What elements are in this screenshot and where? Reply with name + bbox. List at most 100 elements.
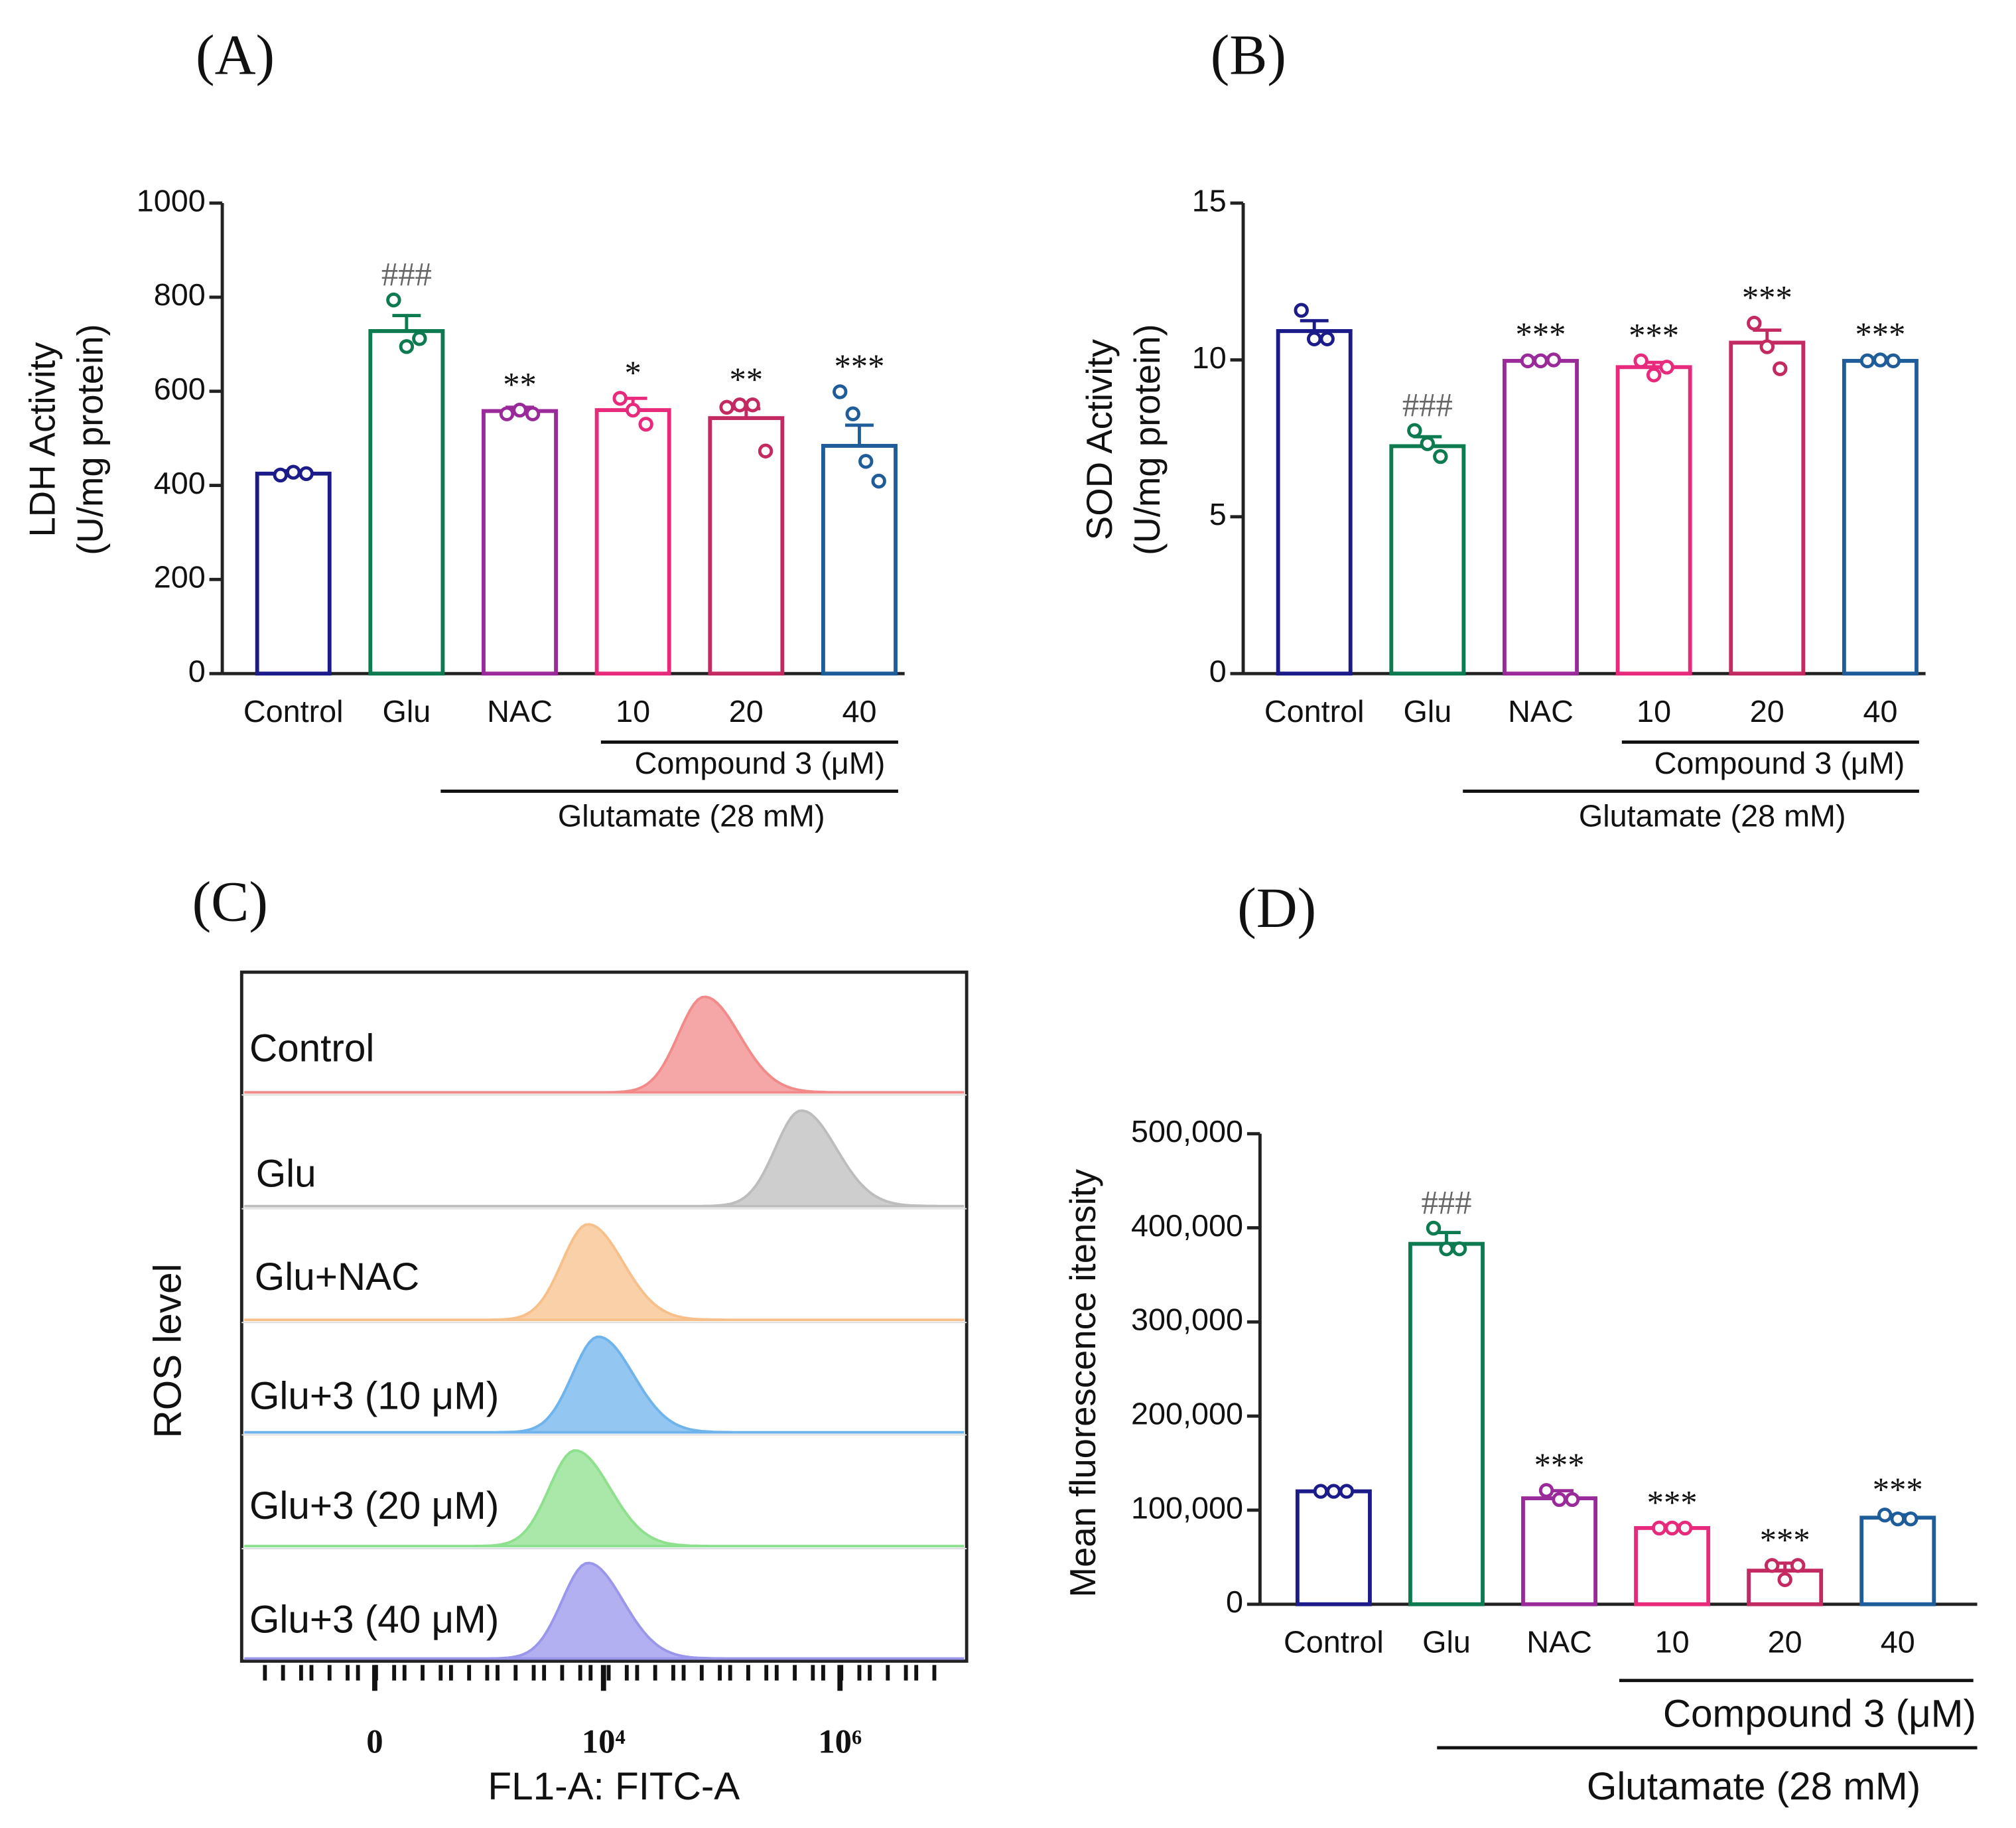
x-tick-label: 20 — [1750, 694, 1784, 729]
data-point — [299, 466, 314, 481]
significance: *** — [1855, 316, 1905, 353]
data-point — [745, 397, 760, 413]
y-tick-label: 0 — [1226, 1584, 1243, 1619]
sample-label: Glu+3 (20 μM) — [249, 1484, 499, 1527]
group-label: Compound 3 (μM) — [1654, 746, 1905, 780]
x-tick-label: 20 — [1768, 1625, 1802, 1659]
y-tick-label: 1000 — [137, 183, 206, 218]
y-axis-label: ROS level — [147, 1263, 190, 1438]
bar — [368, 329, 445, 676]
x-tick-label: 0 — [366, 1723, 383, 1760]
histogram — [244, 1109, 965, 1208]
data-point — [1890, 1511, 1905, 1527]
group-label: Glutamate (28 mM) — [1587, 1765, 1920, 1808]
data-point — [525, 406, 541, 421]
x-tick-label: NAC — [1508, 694, 1574, 729]
data-point — [612, 391, 628, 406]
x-tick-label: 10 — [1637, 694, 1671, 729]
significance: *** — [1629, 316, 1679, 354]
x-tick-label: NAC — [487, 694, 553, 729]
y-tick-label: 800 — [154, 277, 206, 312]
significance: ** — [729, 361, 763, 398]
data-point — [1777, 1572, 1792, 1587]
panel-label: (B) — [1211, 23, 1286, 86]
x-tick-label: Glu — [1403, 694, 1451, 729]
data-point — [1903, 1511, 1918, 1527]
data-point — [1306, 331, 1322, 346]
data-point — [1859, 353, 1875, 369]
y-tick-label: 10 — [1192, 340, 1227, 375]
data-point — [1520, 353, 1536, 369]
data-point — [386, 292, 401, 308]
data-point — [1651, 1520, 1667, 1536]
data-point — [1339, 1484, 1355, 1499]
x-tick-label: 20 — [729, 694, 764, 729]
x-tick-label: Control — [1264, 694, 1365, 729]
data-point — [1326, 1484, 1341, 1499]
data-point — [1546, 352, 1562, 368]
histogram — [244, 1561, 965, 1660]
significance: *** — [834, 348, 884, 385]
data-point — [1313, 1484, 1329, 1499]
panel-label: (A) — [196, 23, 275, 86]
data-point — [1433, 449, 1448, 464]
y-axis-label: SOD Activity — [1079, 338, 1120, 540]
flow-frame — [239, 970, 969, 1663]
group-label: Compound 3 (μM) — [635, 746, 886, 780]
group-label: Glutamate (28 mM) — [1579, 799, 1846, 833]
x-tick-label: Control — [243, 694, 344, 729]
y-tick-label: 200,000 — [1131, 1396, 1243, 1431]
bar — [1859, 1515, 1936, 1606]
significance: ### — [381, 256, 432, 293]
y-tick-label: 200 — [154, 560, 206, 595]
significance: ** — [503, 366, 537, 403]
y-axis-label: Mean fluorescence itensity — [1063, 1168, 1103, 1597]
y-axis-label: LDH Activity — [23, 342, 63, 537]
y-tick-label: 5 — [1209, 497, 1227, 531]
bar — [482, 409, 558, 676]
bar — [708, 416, 785, 676]
bar — [1521, 1496, 1598, 1606]
data-point — [286, 464, 301, 480]
y-tick-label: 300,000 — [1131, 1302, 1243, 1337]
bar — [1276, 329, 1353, 676]
histogram — [244, 995, 965, 1094]
bar — [1729, 340, 1806, 676]
significance: *** — [1742, 279, 1792, 316]
error-bar — [845, 423, 874, 446]
data-point — [1552, 1492, 1567, 1508]
data-point — [1677, 1520, 1693, 1536]
data-point — [758, 443, 773, 458]
significance: ### — [1402, 386, 1453, 423]
group-label: Compound 3 (μM) — [1663, 1693, 1976, 1736]
y-axis-label: (U/mg protein) — [1127, 324, 1168, 555]
x-tick-label: Glu — [1422, 1625, 1471, 1659]
data-point — [1420, 436, 1436, 451]
histogram — [244, 1449, 965, 1548]
x-tick-label: 10 — [616, 694, 650, 729]
data-point — [499, 406, 515, 421]
data-point — [1659, 360, 1674, 375]
x-tick-label: NAC — [1526, 1625, 1592, 1659]
data-point — [1451, 1241, 1467, 1257]
group-label: Glutamate (28 mM) — [558, 799, 825, 833]
data-point — [1790, 1558, 1806, 1573]
data-point — [1538, 1483, 1554, 1498]
data-point — [1877, 1508, 1893, 1523]
data-point — [1773, 361, 1788, 376]
y-tick-label: 100,000 — [1131, 1490, 1243, 1525]
x-tick-label: 10⁴ — [582, 1723, 626, 1760]
data-point — [412, 331, 427, 346]
error-bar — [392, 314, 421, 331]
significance: * — [625, 354, 641, 391]
data-point — [1765, 1558, 1780, 1573]
x-tick-label: 40 — [1863, 694, 1897, 729]
data-point — [273, 467, 288, 483]
bar — [1842, 358, 1918, 676]
x-tick-label: 10 — [1655, 1625, 1690, 1659]
data-point — [1426, 1220, 1442, 1236]
data-point — [1319, 331, 1335, 346]
y-tick-label: 500,000 — [1131, 1114, 1243, 1149]
data-point — [512, 402, 527, 418]
